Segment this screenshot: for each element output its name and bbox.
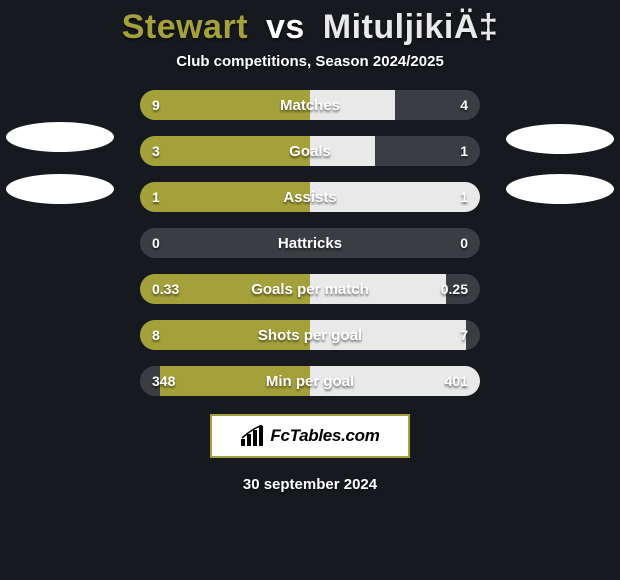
- stat-row: Shots per goal87: [140, 320, 480, 350]
- stat-row: Hattricks00: [140, 228, 480, 258]
- fill-right: [310, 182, 480, 212]
- fill-left: [140, 90, 310, 120]
- fill-left: [140, 320, 310, 350]
- comparison-title: Stewart vs MituljikiÄ‡: [0, 0, 620, 53]
- stat-row: Min per goal348401: [140, 366, 480, 396]
- date-line: 30 september 2024: [0, 476, 620, 493]
- bars-icon: [240, 425, 264, 447]
- stat-row: Assists11: [140, 182, 480, 212]
- track-left: [140, 228, 310, 258]
- player1-name: Stewart: [122, 8, 248, 46]
- stat-row: Goals31: [140, 136, 480, 166]
- fill-right: [310, 136, 375, 166]
- player2-name: MituljikiÄ‡: [323, 8, 499, 46]
- vs-label: vs: [266, 8, 305, 46]
- fill-right: [310, 320, 466, 350]
- side-ellipse: [506, 174, 614, 204]
- side-ellipse: [6, 174, 114, 204]
- fill-left: [140, 182, 310, 212]
- subtitle: Club competitions, Season 2024/2025: [0, 53, 620, 90]
- track-right: [310, 228, 480, 258]
- fill-right: [310, 366, 480, 396]
- logo-text: FcTables.com: [270, 426, 379, 446]
- side-ellipse: [6, 122, 114, 152]
- fill-left: [160, 366, 310, 396]
- fill-right: [310, 90, 395, 120]
- fill-left: [140, 274, 310, 304]
- stat-row: Goals per match0.330.25: [140, 274, 480, 304]
- fill-left: [140, 136, 310, 166]
- side-ellipse: [506, 124, 614, 154]
- fctables-logo: FcTables.com: [210, 414, 410, 458]
- stat-row: Matches94: [140, 90, 480, 120]
- fill-right: [310, 274, 446, 304]
